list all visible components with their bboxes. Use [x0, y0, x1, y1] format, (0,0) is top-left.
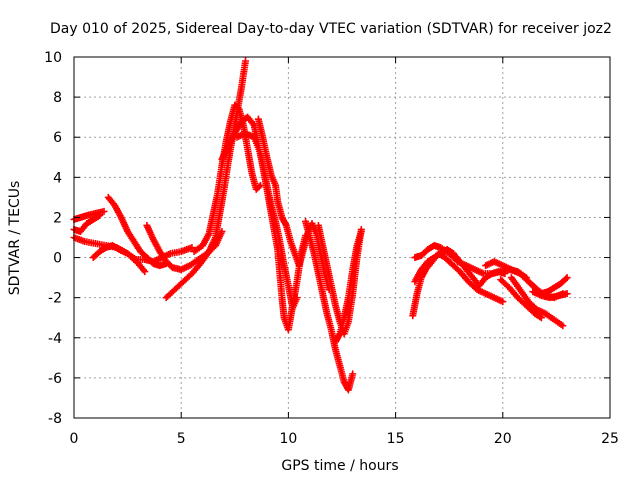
x-tick-label: 25 [601, 431, 619, 447]
series-track-20 [497, 276, 545, 322]
y-tick-label: 8 [53, 90, 62, 106]
chart-title: Day 010 of 2025, Sidereal Day-to-day VTE… [50, 21, 612, 37]
marker-trace [70, 234, 149, 276]
series-track-11 [254, 115, 333, 294]
marker-trace [332, 227, 365, 346]
y-tick-label: 0 [53, 251, 62, 267]
data-marks [70, 57, 571, 394]
marker-trace [254, 115, 333, 294]
series-track-3 [70, 234, 149, 276]
marker-trace [507, 274, 567, 330]
marker-trace [529, 288, 571, 302]
y-tick-label: -8 [48, 411, 62, 427]
marker-trace [162, 57, 250, 302]
series-track-10 [233, 129, 310, 334]
series-track-14 [332, 227, 365, 346]
marker-trace [497, 276, 545, 322]
x-tick-label: 15 [387, 431, 405, 447]
series-track-19 [507, 274, 567, 330]
marker-trace [233, 129, 310, 334]
series-track-12 [302, 217, 357, 394]
series-track-22 [529, 288, 571, 302]
y-tick-label: -2 [48, 291, 62, 307]
y-tick-label: 4 [53, 170, 62, 186]
series-track-7 [162, 57, 250, 302]
x-tick-label: 0 [70, 431, 79, 447]
y-tick-label: 2 [53, 210, 62, 226]
y-axis-label: SDTVAR / TECUs [7, 181, 23, 296]
series-track-5 [104, 193, 170, 270]
plot-frame [73, 56, 611, 419]
x-tick-label: 20 [494, 431, 512, 447]
y-axis-ticks: -8 -6 -4 -2 0 2 4 6 8 10 [44, 50, 610, 427]
x-tick-label: 5 [177, 431, 186, 447]
x-axis-label: GPS time / hours [281, 458, 398, 474]
y-tick-label: 6 [53, 130, 62, 146]
marker-trace [104, 193, 170, 270]
marker-trace [302, 217, 357, 394]
y-tick-label: 10 [44, 50, 62, 66]
x-tick-label: 10 [279, 431, 297, 447]
y-tick-label: -6 [48, 371, 62, 387]
y-tick-label: -4 [48, 331, 62, 347]
